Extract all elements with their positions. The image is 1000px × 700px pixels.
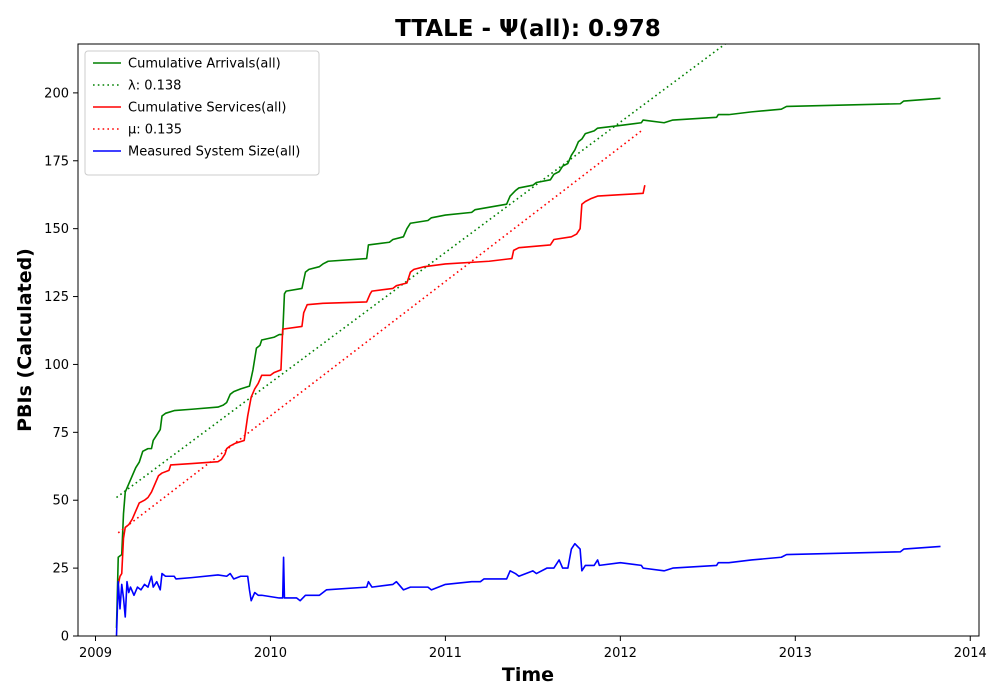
x-tick-label: 2014	[954, 646, 987, 661]
legend-entry-label: μ: 0.135	[128, 123, 182, 138]
y-tick-label: 100	[44, 358, 69, 373]
y-tick-label: 75	[52, 426, 69, 441]
legend-box	[84, 50, 320, 176]
series-line-0	[115, 97, 941, 628]
legend-entry-label: λ: 0.138	[128, 79, 181, 94]
y-axis-label: PBIs (Calculated)	[14, 248, 36, 432]
x-tick-label: 2011	[429, 646, 462, 661]
y-tick-label: 50	[52, 494, 69, 509]
plot-area-frame	[77, 43, 980, 637]
chart-title: TTALE - Ψ(all): 0.978	[395, 16, 661, 42]
y-tick-label: 175	[44, 154, 69, 169]
series-layer	[115, 44, 941, 636]
series-line-2	[117, 185, 646, 585]
y-tick-label: 25	[52, 562, 69, 577]
x-tick-label: 2012	[604, 646, 637, 661]
legend-entry-label: Measured System Size(all)	[128, 145, 300, 160]
y-axis-ticks: 0 25 50 75 100 125 150 175 200	[44, 86, 78, 645]
x-tick-label: 2010	[254, 646, 287, 661]
x-axis-label: Time	[502, 664, 554, 686]
y-tick-label: 150	[44, 222, 69, 237]
x-tick-label: 2013	[779, 646, 812, 661]
y-tick-label: 125	[44, 290, 69, 305]
y-tick-label: 200	[44, 86, 69, 101]
legend-entry-label: Cumulative Services(all)	[128, 101, 286, 116]
y-tick-label: 0	[61, 630, 69, 645]
x-tick-label: 2009	[79, 646, 112, 661]
series-line-4	[115, 542, 941, 636]
legend: Cumulative Arrivals(all) λ: 0.138 Cumulati…	[84, 50, 320, 176]
x-axis-ticks: 2009 2010 2011 2012 2013 2014	[79, 636, 987, 661]
legend-entry-label: Cumulative Arrivals(all)	[128, 57, 281, 72]
